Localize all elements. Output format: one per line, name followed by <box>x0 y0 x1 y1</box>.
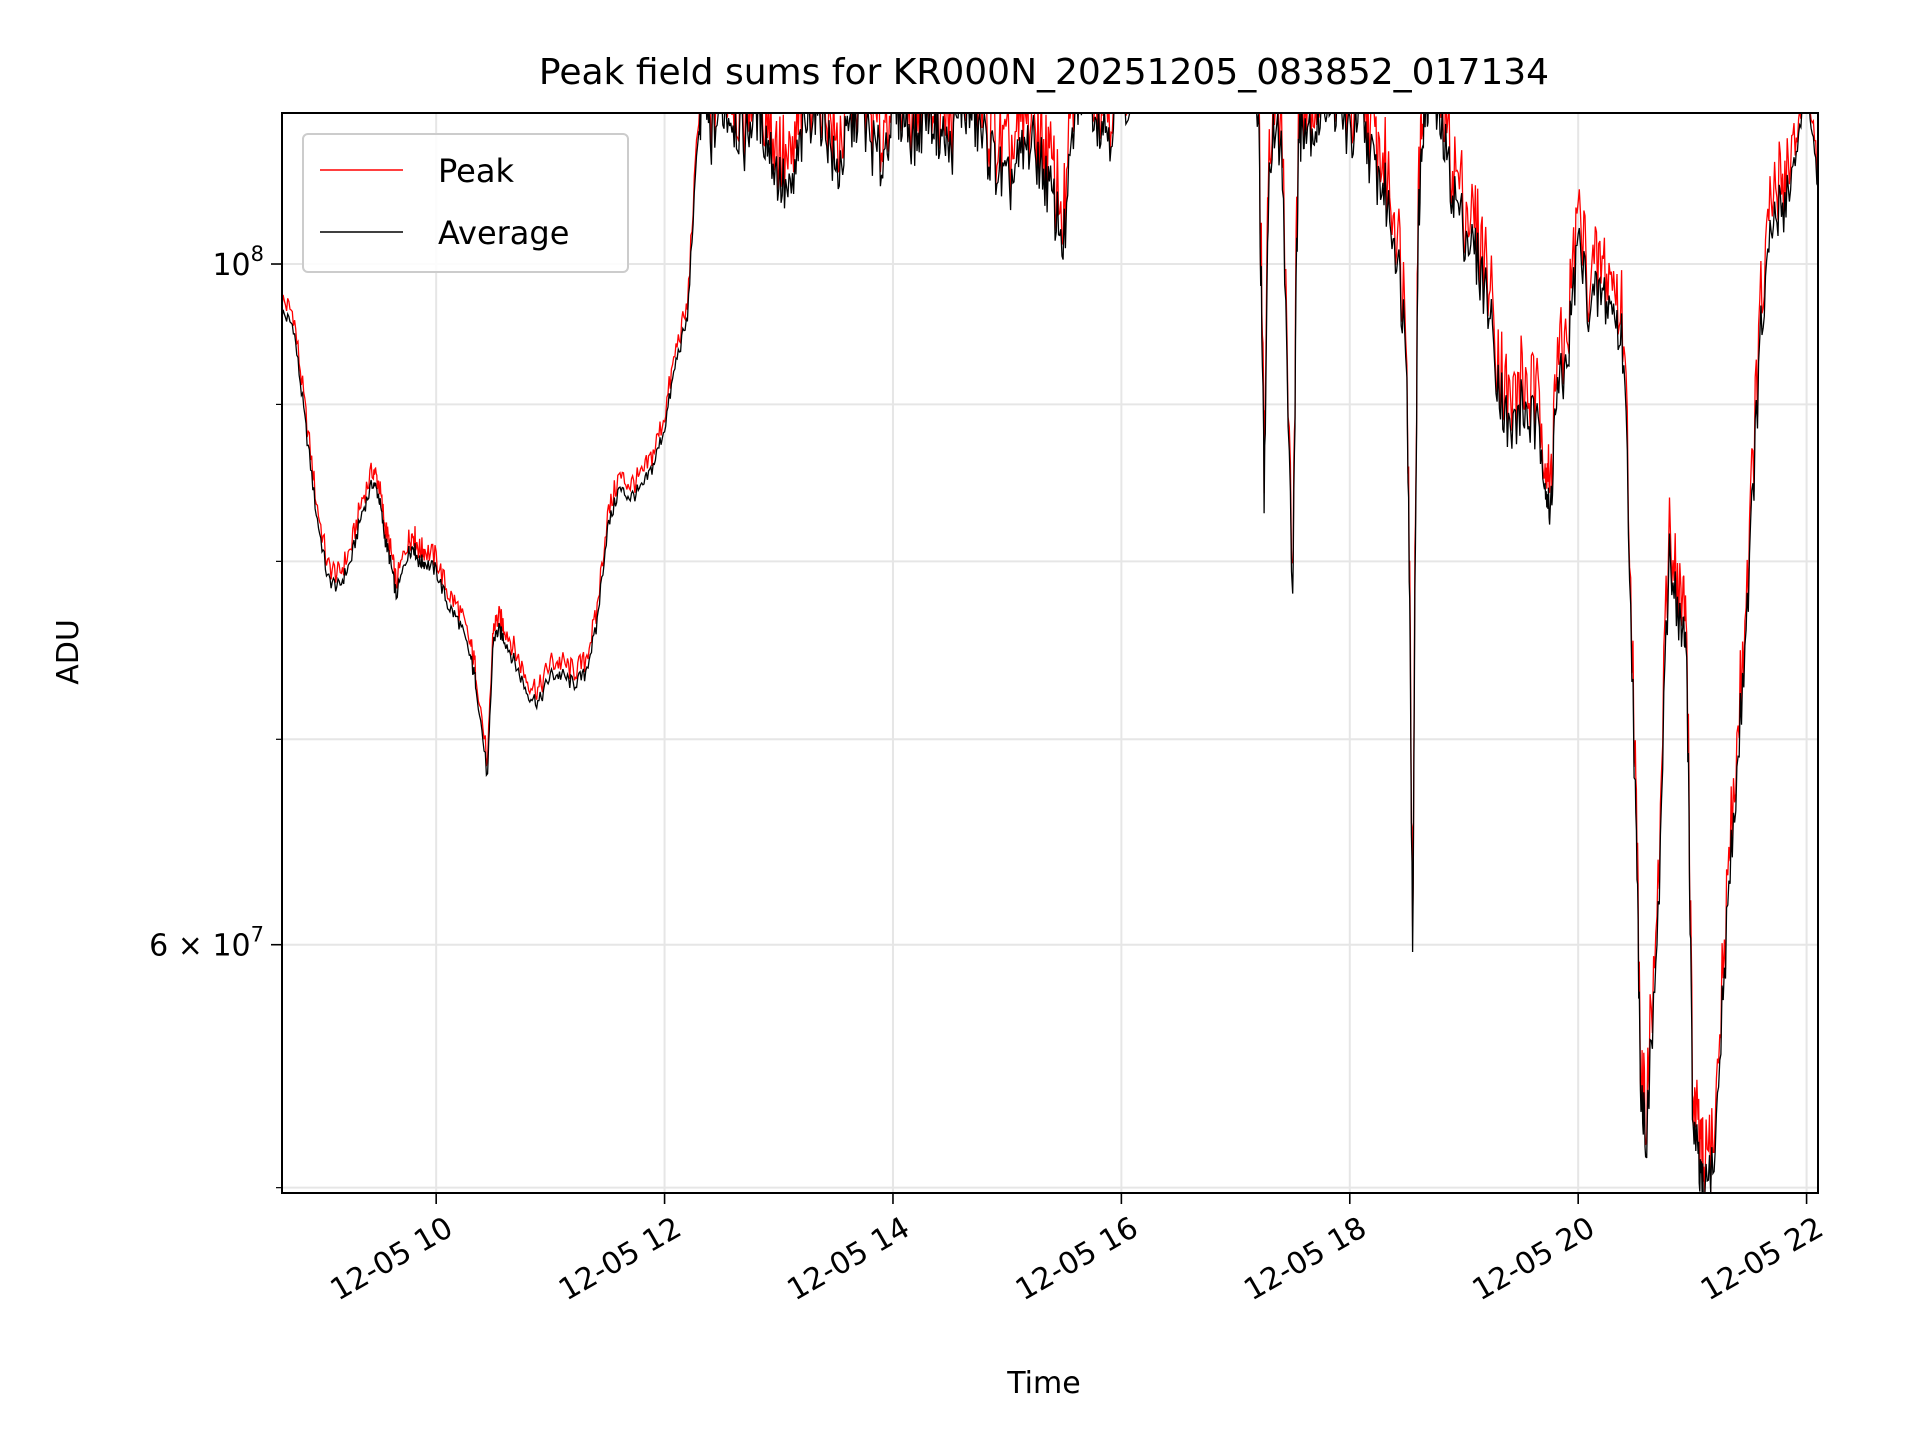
chart-title: Peak field sums for KR000N_20251205_0838… <box>539 52 1549 93</box>
x-axis-label: Time <box>1006 1366 1080 1401</box>
y-tick-label: 6 × 107 <box>149 923 264 964</box>
legend-frame <box>302 133 629 273</box>
y-axis-label: ADU <box>51 619 86 685</box>
legend: Peak Average <box>302 133 629 273</box>
series-layer <box>282 113 1818 1193</box>
legend-label-average: Average <box>438 214 569 252</box>
series-line-average <box>282 113 1818 1193</box>
legend-label-peak: Peak <box>438 152 514 190</box>
y-tick-label: 108 <box>212 242 264 283</box>
series-line-peak <box>282 113 1818 1193</box>
plot-frame <box>281 112 1819 1194</box>
